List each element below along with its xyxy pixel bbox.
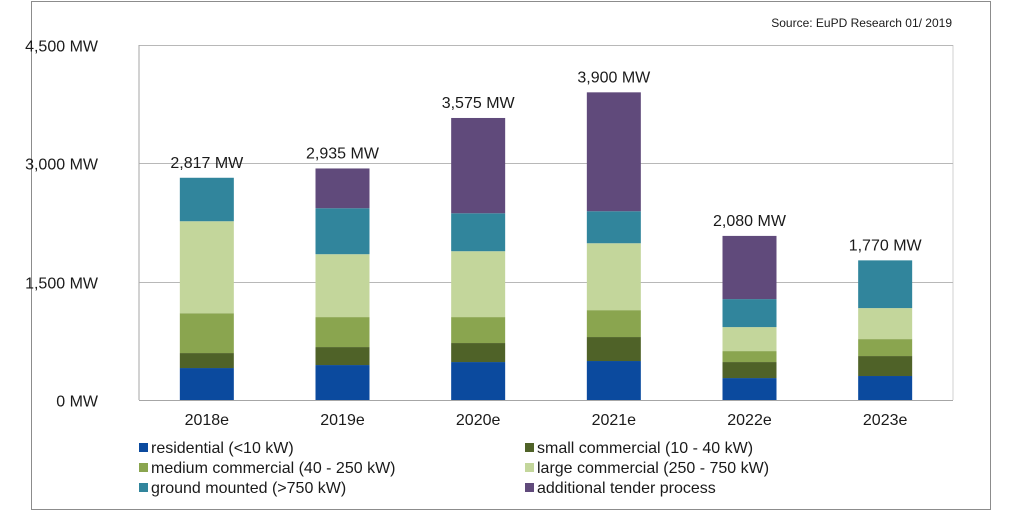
bar-segment-additional [586, 92, 641, 212]
x-tick-label: 2018e [185, 412, 230, 429]
x-tick-label: 2021e [592, 412, 637, 429]
legend-swatch [525, 483, 534, 492]
legend-label: residential (<10 kW) [151, 440, 294, 457]
bar-stack [858, 260, 913, 400]
y-tick-label: 0 MW [56, 394, 99, 411]
legend-label: large commercial (250 - 750 kW) [537, 460, 769, 477]
source-note: Source: EuPD Research 01/ 2019 [771, 16, 952, 30]
bar-segment-large [451, 251, 506, 318]
bar-stack [451, 117, 506, 400]
y-tick-label: 4,500 MW [25, 39, 99, 56]
bar-segment-large [858, 308, 913, 340]
bar-segment-small [586, 337, 641, 362]
y-tick-label: 3,000 MW [25, 157, 99, 174]
bar-segment-medium [179, 313, 234, 354]
bar-segment-residential [315, 365, 370, 400]
bar-segment-ground [722, 299, 777, 328]
total-label: 2,817 MW [170, 155, 244, 172]
bar-segment-ground [858, 260, 913, 309]
x-tick-label: 2020e [456, 412, 501, 429]
legend-swatch [139, 463, 148, 472]
bar-segment-medium [451, 317, 506, 344]
bar-segment-small [858, 356, 913, 377]
bar-segment-medium [315, 317, 370, 348]
x-tick-label: 2023e [863, 412, 908, 429]
legend-item: medium commercial (40 - 250 kW) [139, 460, 396, 477]
bar-segment-medium [722, 351, 777, 363]
chart-frame [31, 1, 991, 510]
y-axis: 0 MW 1,500 MW 3,000 MW 4,500 MW [25, 39, 140, 411]
bar-segment-large [586, 243, 641, 311]
bar-stack [722, 235, 777, 400]
legend-item: large commercial (250 - 750 kW) [525, 460, 769, 477]
x-tick-label: 2019e [320, 412, 365, 429]
bar-segment-large [722, 327, 777, 352]
y-tick-label: 1,500 MW [25, 276, 99, 293]
bar-segment-additional [451, 117, 506, 214]
legend-swatch [139, 483, 148, 492]
legend-label: medium commercial (40 - 250 kW) [151, 460, 396, 477]
legend-label: small commercial (10 - 40 kW) [537, 440, 753, 457]
total-label: 2,935 MW [306, 145, 380, 162]
total-labels: 2,817 MW 2,935 MW 3,575 MW 3,900 MW 2,080 MW… [170, 69, 922, 254]
bar-segment-medium [586, 310, 641, 338]
legend-label: additional tender process [537, 480, 716, 497]
bar-segment-ground [451, 213, 506, 252]
bar-segment-small [179, 353, 234, 369]
total-label: 2,080 MW [713, 213, 787, 230]
bar-segment-ground [179, 177, 234, 222]
legend-item: residential (<10 kW) [139, 440, 294, 457]
bar-segment-residential [179, 368, 234, 400]
bar-stack [315, 168, 370, 400]
bar-segment-residential [451, 362, 506, 400]
bar-stack [179, 177, 234, 400]
legend: residential (<10 kW) small commercial (10… [139, 440, 769, 497]
bar-segment-ground [586, 211, 641, 244]
x-axis: 2018e 2019e 2020e 2021e 2022e 2023e [185, 412, 908, 429]
x-tick-label: 2022e [727, 412, 772, 429]
bar-segment-additional [722, 235, 777, 300]
bars [179, 92, 913, 400]
bar-segment-medium [858, 339, 913, 357]
total-label: 3,900 MW [577, 69, 651, 86]
bar-segment-large [315, 254, 370, 318]
bar-segment-small [451, 343, 506, 363]
bar-segment-large [179, 221, 234, 314]
bar-segment-residential [722, 378, 777, 400]
bar-segment-additional [315, 168, 370, 209]
total-label: 3,575 MW [442, 95, 516, 112]
bar-segment-small [315, 347, 370, 366]
total-label: 1,770 MW [849, 237, 923, 254]
legend-item: small commercial (10 - 40 kW) [525, 440, 753, 457]
bar-segment-ground [315, 208, 370, 255]
bar-segment-residential [858, 376, 913, 400]
legend-swatch [139, 443, 148, 452]
legend-swatch [525, 463, 534, 472]
legend-item: ground mounted (>750 kW) [139, 480, 346, 497]
legend-swatch [525, 443, 534, 452]
gridlines [139, 45, 954, 401]
bar-segment-residential [586, 361, 641, 400]
bar-stack [586, 92, 641, 400]
legend-label: ground mounted (>750 kW) [151, 480, 346, 497]
bar-segment-small [722, 362, 777, 379]
legend-item: additional tender process [525, 480, 716, 497]
